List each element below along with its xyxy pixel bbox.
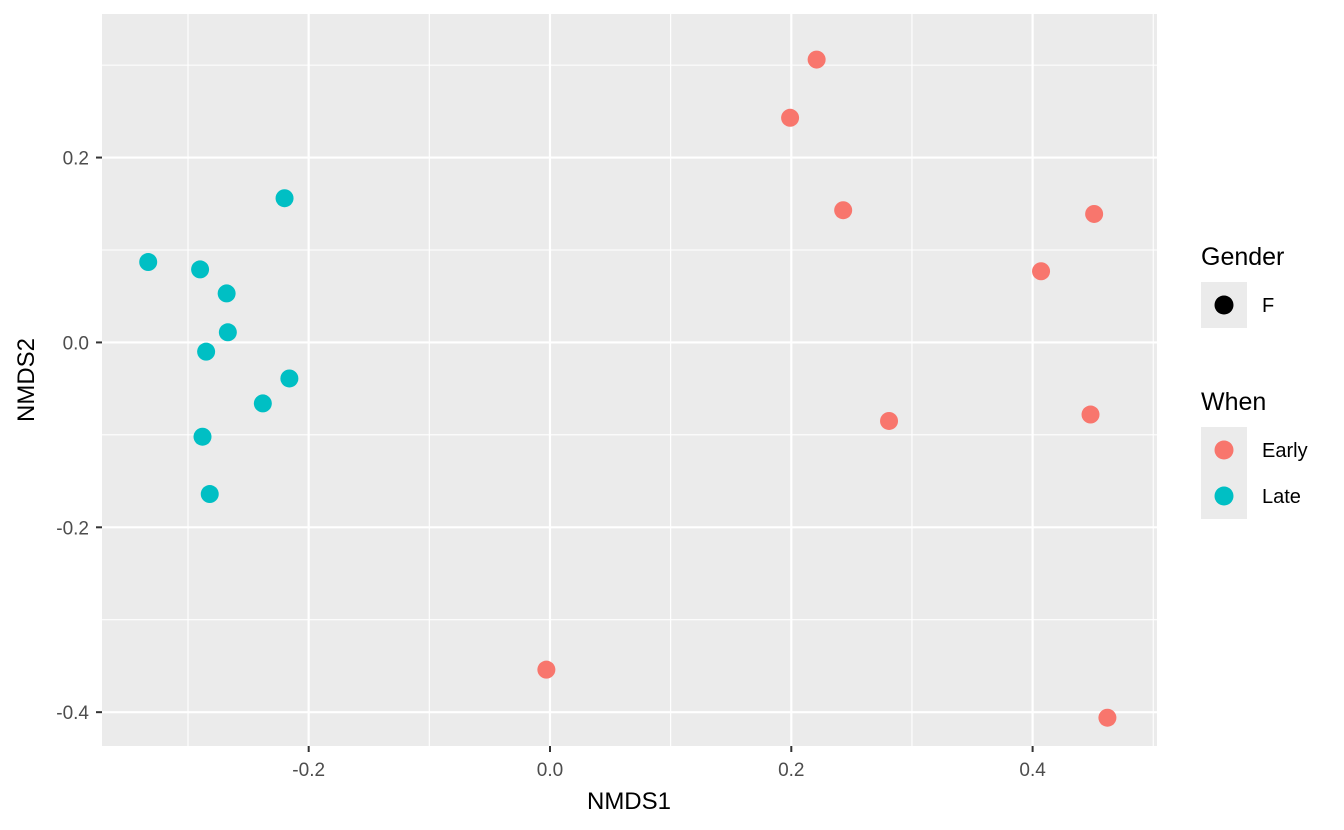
data-point-late (197, 342, 216, 361)
data-point-early (880, 411, 899, 430)
legend-key-late (1214, 486, 1234, 506)
y-tick-label: 0.2 (63, 149, 89, 170)
legend-key-f (1214, 295, 1234, 315)
data-point-early (781, 108, 800, 127)
y-axis-title: NMDS2 (13, 338, 40, 422)
data-point-early (807, 50, 826, 69)
legend: Gender F When Early Late (1201, 243, 1308, 519)
data-point-late (193, 427, 212, 446)
legend-title-gender: Gender (1201, 243, 1284, 271)
data-point-late (217, 284, 236, 303)
x-tick-label: 0.2 (778, 760, 804, 781)
y-tick-label: -0.4 (56, 703, 89, 724)
data-point-late (280, 369, 299, 388)
x-axis: -0.2 0.0 0.2 0.4 (292, 746, 1046, 781)
x-axis-title: NMDS1 (587, 788, 671, 815)
y-tick-label: 0.0 (63, 333, 89, 354)
data-point-early (1032, 262, 1051, 281)
data-point-late (191, 260, 210, 279)
y-tick-label: -0.2 (56, 518, 89, 539)
data-point-early (834, 201, 853, 220)
data-point-early (1098, 708, 1117, 727)
data-point-late (253, 394, 272, 413)
legend-title-when: When (1201, 388, 1266, 416)
legend-label-early: Early (1262, 440, 1308, 462)
data-point-late (139, 253, 158, 272)
plot-panel (102, 14, 1157, 746)
data-points (139, 50, 1117, 727)
legend-label-f: F (1262, 295, 1274, 317)
data-point-early (537, 660, 556, 679)
data-point-late (200, 485, 219, 504)
legend-label-late: Late (1262, 486, 1301, 508)
data-point-late (218, 323, 237, 342)
x-tick-label: -0.2 (292, 760, 325, 781)
data-point-early (1085, 204, 1104, 223)
y-axis: -0.4 -0.2 0.0 0.2 (56, 149, 102, 724)
data-point-early (1081, 405, 1100, 424)
legend-key-early (1214, 440, 1234, 460)
data-point-late (275, 189, 294, 208)
x-tick-label: 0.0 (537, 760, 563, 781)
minor-gridlines (102, 14, 1157, 746)
x-tick-label: 0.4 (1019, 760, 1046, 781)
major-gridlines (102, 14, 1157, 746)
